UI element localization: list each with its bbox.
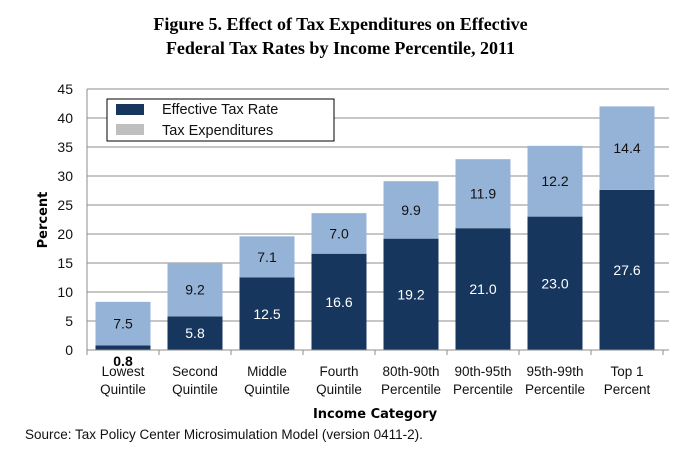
x-tick-label: 80th-90th: [382, 364, 439, 379]
y-axis-title: Percent: [36, 192, 51, 249]
x-tick-label: Quintile: [100, 382, 146, 397]
bar-effective-tax-rate: [311, 253, 367, 350]
bars: 0.8 7.5 5.8 9.2 12.5 7.1 16.6 7.0 19.2 9.9 21.0 11.…: [95, 106, 655, 369]
y-tick-label: 5: [65, 313, 73, 329]
legend: Effective Tax Rate Tax Expenditures: [106, 98, 335, 142]
source-note: Source: Tax Policy Center Microsimulatio…: [25, 427, 423, 442]
bar-effective-tax-rate: [527, 216, 583, 350]
legend-label-tax-expenditures: Tax Expenditures: [162, 123, 273, 139]
bar-tax-expenditures: [167, 263, 223, 317]
x-tick-label: Percentile: [381, 382, 441, 397]
y-tick-label: 35: [57, 139, 73, 155]
x-tick-label: Quintile: [172, 382, 218, 397]
data-label: 12.2: [541, 173, 568, 189]
bar-tax-expenditures: [95, 301, 151, 346]
y-tick-label: 40: [57, 110, 73, 126]
x-tick-label: 90th-95th: [454, 364, 511, 379]
data-label: 0.8: [113, 353, 133, 369]
data-label: 12.5: [253, 306, 280, 322]
data-label: 16.6: [325, 294, 352, 310]
bar-tax-expenditures: [599, 106, 655, 190]
chart-title-line-1: Figure 5. Effect of Tax Expenditures on …: [153, 14, 528, 34]
bar-effective-tax-rate: [599, 189, 655, 350]
legend-swatch-tax-expenditures: [116, 124, 144, 135]
y-tick-label: 25: [57, 197, 73, 213]
y-axis-ticks: 0 5 10 15 20 25 30 35 40 45: [57, 81, 73, 358]
chart-title-line-2: Federal Tax Rates by Income Percentile, …: [165, 38, 516, 58]
x-axis-title: Income Category: [313, 407, 438, 422]
bar-tax-expenditures: [239, 236, 295, 278]
bar-effective-tax-rate: [455, 228, 511, 350]
data-label: 21.0: [469, 281, 496, 297]
x-tick-label: Percent: [604, 382, 651, 397]
data-label: 27.6: [613, 262, 640, 278]
y-tick-label: 45: [57, 81, 73, 97]
data-label: 14.4: [613, 140, 640, 156]
legend-label-effective-tax-rate: Effective Tax Rate: [162, 102, 278, 118]
x-tick-label: Quintile: [244, 382, 290, 397]
y-tick-label: 10: [57, 284, 73, 300]
y-tick-label: 30: [57, 168, 73, 184]
bar-tax-expenditures: [311, 213, 367, 254]
data-label: 7.1: [257, 249, 277, 265]
x-tick-label: Lowest: [102, 364, 145, 379]
bar-tax-expenditures: [383, 181, 439, 239]
data-label: 7.0: [329, 225, 349, 241]
x-tick-label: Quintile: [316, 382, 362, 397]
data-label: 9.9: [401, 202, 421, 218]
data-label: 9.2: [185, 282, 205, 298]
x-tick-label: Percentile: [525, 382, 585, 397]
y-tick-label: 15: [57, 255, 73, 271]
y-tick-label: 0: [65, 342, 73, 358]
x-tick-label: Top 1: [610, 364, 643, 379]
legend-box: [106, 98, 335, 142]
x-tick-label: 95th-99th: [526, 364, 583, 379]
chart-title: Figure 5. Effect of Tax Expenditures on …: [0, 12, 681, 60]
legend-swatch-effective-tax-rate: [116, 104, 144, 115]
x-tick-label: Middle: [247, 364, 287, 379]
bar-effective-tax-rate: [167, 316, 223, 350]
data-label: 5.8: [185, 325, 205, 341]
bar-tax-expenditures: [455, 159, 511, 229]
bar-effective-tax-rate: [383, 238, 439, 350]
bar-tax-expenditures: [527, 145, 583, 217]
data-label: 23.0: [541, 275, 568, 291]
bar-effective-tax-rate: [95, 345, 151, 350]
data-label: 7.5: [113, 316, 133, 332]
x-axis: Lowest Quintile Second Quintile Middle Quinti…: [86, 349, 664, 397]
x-tick-label: Fourth: [319, 364, 358, 379]
y-tick-label: 20: [57, 226, 73, 242]
bar-effective-tax-rate: [239, 277, 295, 350]
x-tick-label: Second: [172, 364, 218, 379]
x-tick-label: Percentile: [453, 382, 513, 397]
data-label: 11.9: [470, 186, 496, 202]
data-label: 19.2: [397, 286, 424, 302]
